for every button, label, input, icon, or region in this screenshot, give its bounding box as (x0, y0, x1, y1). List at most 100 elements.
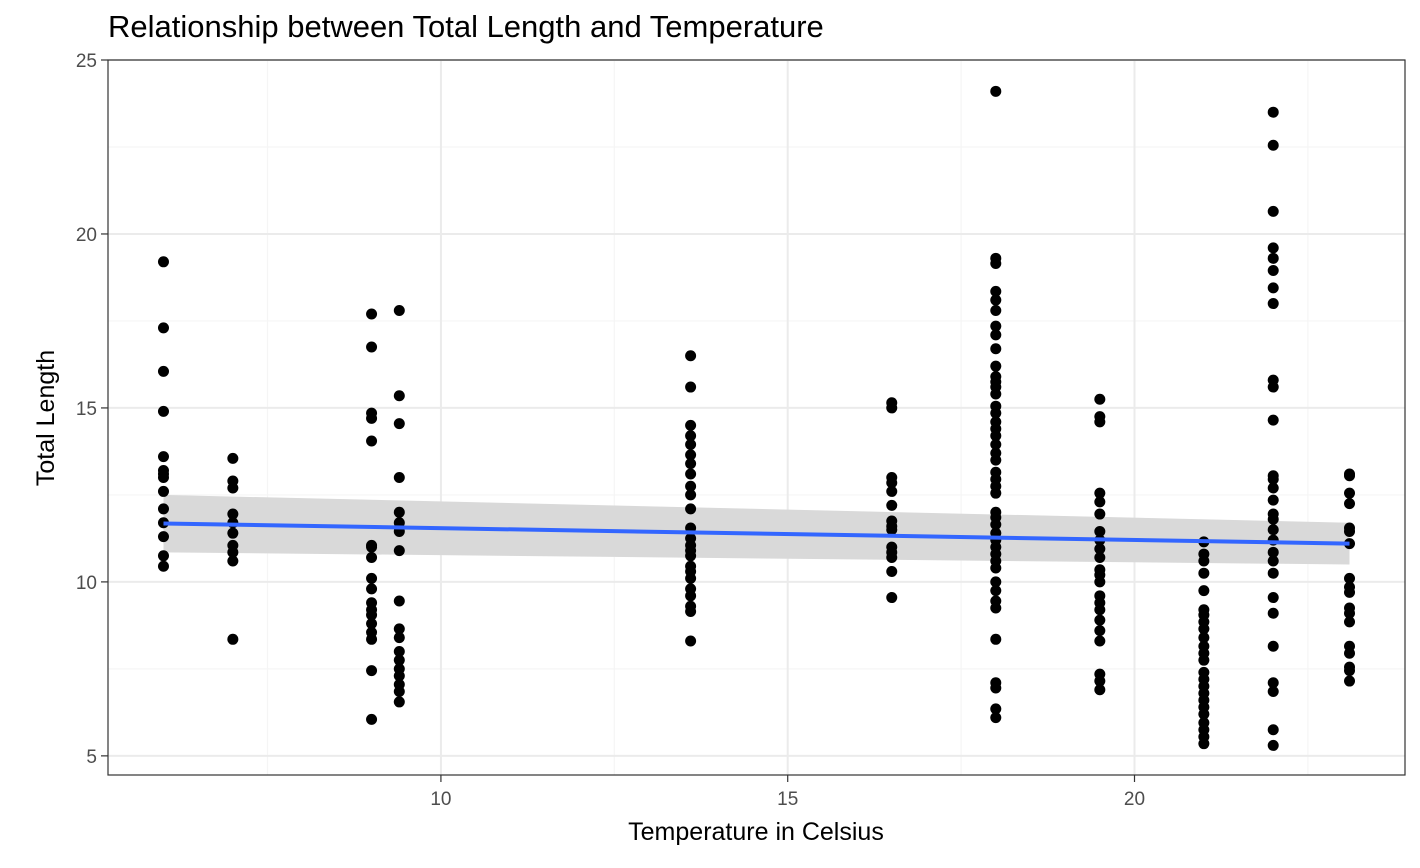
data-point (393, 654, 405, 666)
data-point (1267, 381, 1279, 393)
data-point (1198, 567, 1210, 579)
data-point (886, 499, 898, 511)
data-point (157, 256, 169, 268)
data-point (1094, 525, 1106, 537)
data-point (366, 412, 378, 424)
data-point (366, 609, 378, 621)
data-point (366, 541, 378, 553)
data-point (1267, 494, 1279, 506)
data-point (1344, 647, 1356, 659)
data-point (1094, 508, 1106, 520)
data-point (990, 343, 1002, 355)
data-point (1267, 592, 1279, 604)
data-point (990, 703, 1002, 715)
data-point (685, 438, 697, 450)
data-point (1267, 739, 1279, 751)
data-point (1267, 685, 1279, 697)
data-point (1267, 607, 1279, 619)
data-point (227, 482, 239, 494)
data-point (685, 572, 697, 584)
data-point (990, 487, 1002, 499)
data-point (1198, 632, 1210, 644)
data-point (685, 489, 697, 501)
y-axis: 5 10 15 20 25 (76, 51, 108, 768)
data-point (990, 633, 1002, 645)
data-point (990, 518, 1002, 530)
data-point (393, 545, 405, 557)
data-point (685, 468, 697, 480)
data-point (157, 322, 169, 334)
data-point (886, 592, 898, 604)
data-point (157, 560, 169, 572)
confidence-band (163, 494, 1350, 565)
data-point (990, 360, 1002, 372)
data-point (1267, 282, 1279, 294)
data-point (366, 308, 378, 320)
data-point (1198, 708, 1210, 720)
data-point (157, 365, 169, 377)
data-point (393, 390, 405, 402)
data-point (1094, 604, 1106, 616)
data-point (685, 590, 697, 602)
data-point (393, 685, 405, 697)
data-point (685, 458, 697, 470)
data-point (1267, 677, 1279, 689)
data-point (1344, 498, 1356, 510)
data-point (366, 633, 378, 645)
major-gridlines (108, 59, 1405, 775)
data-point (1267, 546, 1279, 558)
data-point (393, 418, 405, 430)
data-point (157, 485, 169, 497)
data-point (990, 585, 1002, 597)
trend-line (163, 521, 1350, 546)
data-point (1094, 675, 1106, 687)
data-point (157, 531, 169, 543)
data-point (1267, 555, 1279, 567)
y-tick-label: 15 (76, 399, 97, 420)
data-point (886, 565, 898, 577)
data-point (1267, 252, 1279, 264)
data-point (1094, 552, 1106, 564)
data-point (366, 618, 378, 630)
data-point (1267, 473, 1279, 485)
chart-title: Relationship between Total Length and Te… (108, 9, 824, 44)
data-point (227, 633, 239, 645)
data-point (1198, 623, 1210, 635)
data-point (1094, 635, 1106, 647)
data-point (366, 341, 378, 353)
data-point (366, 713, 378, 725)
data-point (685, 419, 697, 431)
data-point (886, 477, 898, 489)
data-point (157, 472, 169, 484)
data-point (157, 517, 169, 529)
data-point (1198, 654, 1210, 666)
data-point (990, 430, 1002, 442)
data-point (1267, 482, 1279, 494)
data-point (685, 430, 697, 442)
data-point (1198, 738, 1210, 750)
data-point (685, 381, 697, 393)
trend-line-layer (163, 521, 1350, 546)
plot-panel (108, 60, 1405, 775)
data-point (1267, 513, 1279, 525)
data-point (227, 527, 239, 539)
data-point (990, 329, 1002, 341)
data-point (1094, 576, 1106, 588)
data-point (990, 285, 1002, 297)
data-point (157, 550, 169, 562)
data-point (157, 405, 169, 417)
data-point (990, 294, 1002, 306)
data-point (393, 623, 405, 635)
data-point (1267, 205, 1279, 217)
data-point (990, 682, 1002, 694)
data-point (393, 632, 405, 644)
data-point (1094, 487, 1106, 499)
data-point (1344, 616, 1356, 628)
data-point (685, 503, 697, 515)
data-point (1344, 607, 1356, 619)
data-point (393, 472, 405, 484)
y-tick-label: 20 (76, 225, 97, 246)
data-point (990, 576, 1002, 588)
data-point (393, 670, 405, 682)
